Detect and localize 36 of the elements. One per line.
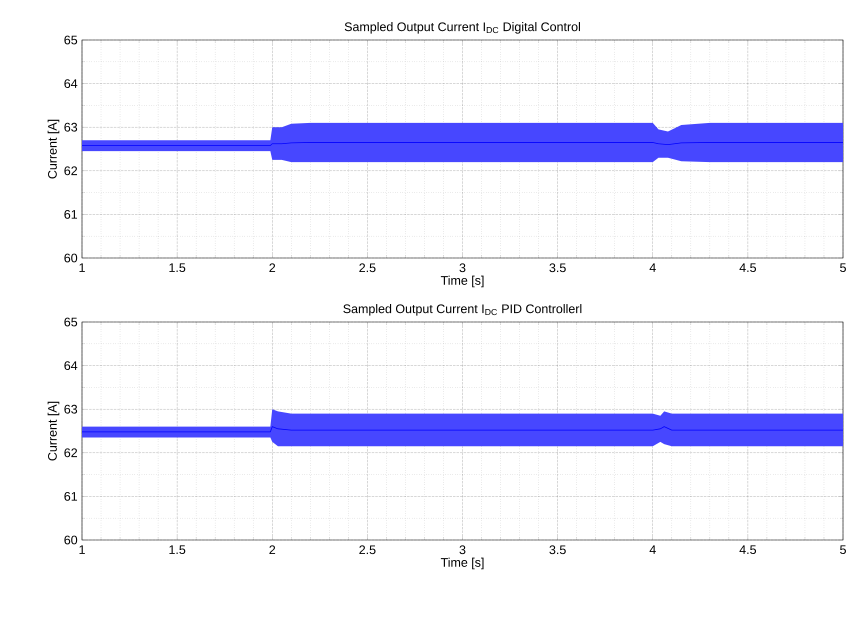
chart-title: Sampled Output Current I$_{DC}$ Digital Control [344,22,580,34]
x-tick-label: 2.5 [359,263,376,272]
y-tick-label: 65 [64,36,78,44]
x-tick-label: 5 [840,263,846,272]
x-tick-label: 1.5 [169,545,186,554]
y-tick-label: 60 [64,254,78,262]
y-tick-label: 65 [64,318,78,326]
y-tick-label: 61 [64,492,78,501]
x-tick-label: 3 [460,263,466,272]
x-tick-label: 3 [460,545,466,554]
x-tick-label: 4.5 [740,263,756,272]
y-tick-label: 64 [64,79,78,88]
y-tick-label: 61 [64,210,78,219]
x-tick-label: 2 [269,263,276,272]
y-tick-label: 63 [64,122,78,132]
x-tick-label: 2.5 [359,545,376,554]
y-tick-label: 63 [64,404,78,414]
y-axis-title: Current [A] [48,120,60,178]
y-tick-label: 62 [64,166,78,176]
y-tick-label: 60 [64,536,78,544]
x-tick-label: 3.5 [549,263,566,272]
y-axis-title: Current [A] [48,402,60,460]
x-tick-label: 1 [79,263,85,272]
x-tick-label: 1 [79,545,85,554]
x-tick-label: 4.5 [740,545,756,554]
x-tick-label: 4 [650,545,656,554]
y-tick-label: 62 [64,448,78,458]
x-axis-title: Time [s] [440,276,484,288]
y-tick-label: 64 [64,361,78,370]
x-tick-label: 1.5 [169,263,186,272]
x-tick-label: 3.5 [549,545,566,554]
x-tick-label: 4 [650,263,656,272]
chart-title: Sampled Output Current I$_{DC}$ PID Controllerl [343,304,582,316]
x-tick-label: 5 [840,545,846,554]
x-axis-title: Time [s] [440,558,484,570]
x-tick-label: 2 [269,545,276,554]
